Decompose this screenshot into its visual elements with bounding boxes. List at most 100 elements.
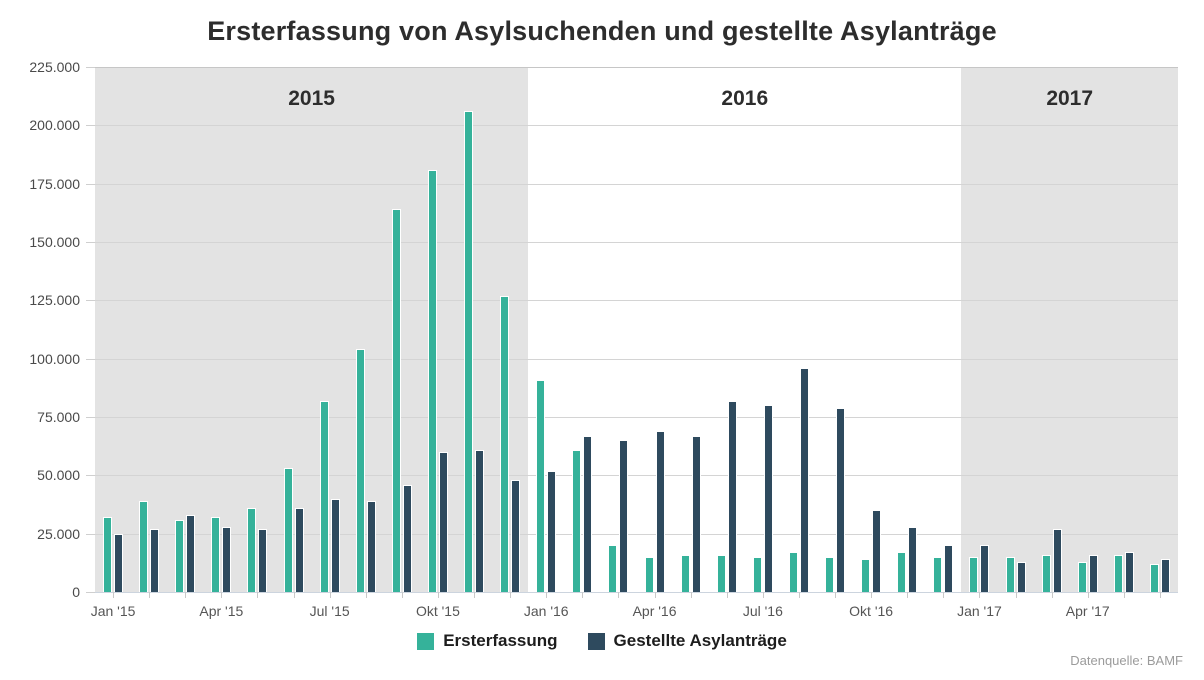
year-label-2016: 2016 xyxy=(721,87,769,110)
x-axis-tick xyxy=(618,592,620,598)
bar-asylantraege xyxy=(872,510,882,592)
bar-asylantraege xyxy=(1016,561,1026,592)
bar-ersterfassung xyxy=(103,517,113,592)
y-axis-label: 0 xyxy=(72,584,80,600)
year-band-2016 xyxy=(528,67,961,592)
bar-asylantraege xyxy=(186,515,196,592)
y-axis-label: 150.000 xyxy=(29,234,80,250)
bar-ersterfassung xyxy=(283,468,293,592)
y-axis-label: 25.000 xyxy=(37,525,80,542)
y-axis-label: 125.000 xyxy=(29,292,80,309)
bar-ersterfassung xyxy=(391,209,401,592)
bar-ersterfassung xyxy=(319,400,329,592)
x-axis-label: Jan '17 xyxy=(957,603,1002,619)
gridline-125000 xyxy=(95,300,1178,302)
x-axis-tick xyxy=(871,592,873,598)
x-axis-tick xyxy=(113,592,115,598)
bar-asylantraege xyxy=(475,449,485,592)
y-axis-label: 50.000 xyxy=(37,467,80,484)
bar-ersterfassung xyxy=(355,349,365,592)
legend: Ersterfassung Gestellte Asylanträge xyxy=(0,631,1204,651)
gridline-225000 xyxy=(95,67,1178,68)
bar-asylantraege xyxy=(547,470,557,592)
bar-asylantraege xyxy=(619,440,629,592)
bar-ersterfassung xyxy=(211,517,221,592)
bar-asylantraege xyxy=(366,501,376,592)
x-axis-tick xyxy=(582,592,584,598)
x-axis-label: Jan '16 xyxy=(523,603,569,619)
y-axis-tick xyxy=(86,183,95,185)
x-axis-tick xyxy=(943,592,945,598)
x-axis-tick xyxy=(149,592,151,598)
x-axis-tick xyxy=(798,592,800,598)
gridline-100000 xyxy=(95,358,1178,360)
bar-asylantraege xyxy=(944,545,954,592)
x-axis-tick xyxy=(257,592,259,598)
bar-ersterfassung xyxy=(1149,564,1159,592)
bar-asylantraege xyxy=(691,435,701,592)
legend-label-asylantraege: Gestellte Asylanträge xyxy=(613,631,787,650)
bar-asylantraege xyxy=(402,484,412,592)
bar-asylantraege xyxy=(799,368,809,592)
gridline-150000 xyxy=(95,242,1178,243)
gridline-50000 xyxy=(95,475,1178,477)
x-axis-tick xyxy=(293,592,295,598)
bar-asylantraege xyxy=(980,545,990,592)
x-axis-label: Jul '15 xyxy=(309,603,350,619)
bar-asylantraege xyxy=(908,526,918,592)
bar-ersterfassung xyxy=(427,169,437,592)
y-axis-label: 100.000 xyxy=(29,350,80,367)
bar-ersterfassung xyxy=(1077,561,1087,592)
gridline-175000 xyxy=(95,183,1178,185)
gridline-25000 xyxy=(95,533,1178,535)
x-axis-tick xyxy=(510,592,512,598)
bar-asylantraege xyxy=(438,452,448,592)
bar-ersterfassung xyxy=(536,379,546,592)
chart-title: Ersterfassung von Asylsuchenden und gest… xyxy=(207,16,997,46)
year-band-2017 xyxy=(961,67,1178,592)
x-axis-tick xyxy=(474,592,476,598)
plot-area: 2015 2016 2017 0 25.000 50.000 75.000 100.000 12… xyxy=(29,59,1178,619)
gridline-200000 xyxy=(95,125,1178,127)
y-axis-tick xyxy=(86,125,95,127)
bar-ersterfassung xyxy=(572,449,582,592)
bar-ersterfassung xyxy=(464,111,474,592)
x-axis-tick xyxy=(979,592,981,598)
x-axis-label: Jan '15 xyxy=(90,603,136,619)
year-band-2015 xyxy=(95,67,529,592)
bar-ersterfassung xyxy=(139,501,149,592)
bar-asylantraege xyxy=(655,431,665,592)
x-axis-tick xyxy=(1123,592,1125,598)
x-axis-tick xyxy=(546,592,548,598)
x-axis-tick xyxy=(437,592,439,598)
bar-asylantraege xyxy=(836,407,846,592)
bar-asylantraege xyxy=(1160,559,1170,592)
x-axis-label: Apr '17 xyxy=(1065,603,1110,619)
bar-asylantraege xyxy=(258,529,268,592)
x-axis-tick xyxy=(185,592,187,598)
y-axis-label: 75.000 xyxy=(37,409,80,425)
year-label-2017: 2017 xyxy=(1046,87,1094,110)
x-axis-tick xyxy=(690,592,692,598)
x-axis-tick xyxy=(1159,592,1161,598)
x-axis-tick xyxy=(1087,592,1089,598)
bar-ersterfassung xyxy=(1041,554,1051,592)
x-axis-tick xyxy=(329,592,331,598)
bar-ersterfassung xyxy=(500,295,510,592)
year-label-2015: 2015 xyxy=(288,87,335,110)
bar-ersterfassung xyxy=(1005,557,1015,592)
y-axis-tick xyxy=(86,67,95,68)
x-axis-label: Apr '16 xyxy=(632,603,677,619)
bar-asylantraege xyxy=(222,526,232,592)
bar-ersterfassung xyxy=(752,557,762,592)
x-axis-label: Okt '15 xyxy=(415,603,460,619)
x-axis-tick xyxy=(365,592,367,598)
y-axis-tick xyxy=(86,533,95,535)
bar-asylantraege xyxy=(1124,552,1134,592)
y-axis-tick xyxy=(86,242,95,243)
x-axis-tick xyxy=(1015,592,1017,598)
legend-swatch-asylantraege-icon xyxy=(587,632,605,650)
x-axis-line xyxy=(95,592,1178,593)
x-axis-tick xyxy=(401,592,403,598)
